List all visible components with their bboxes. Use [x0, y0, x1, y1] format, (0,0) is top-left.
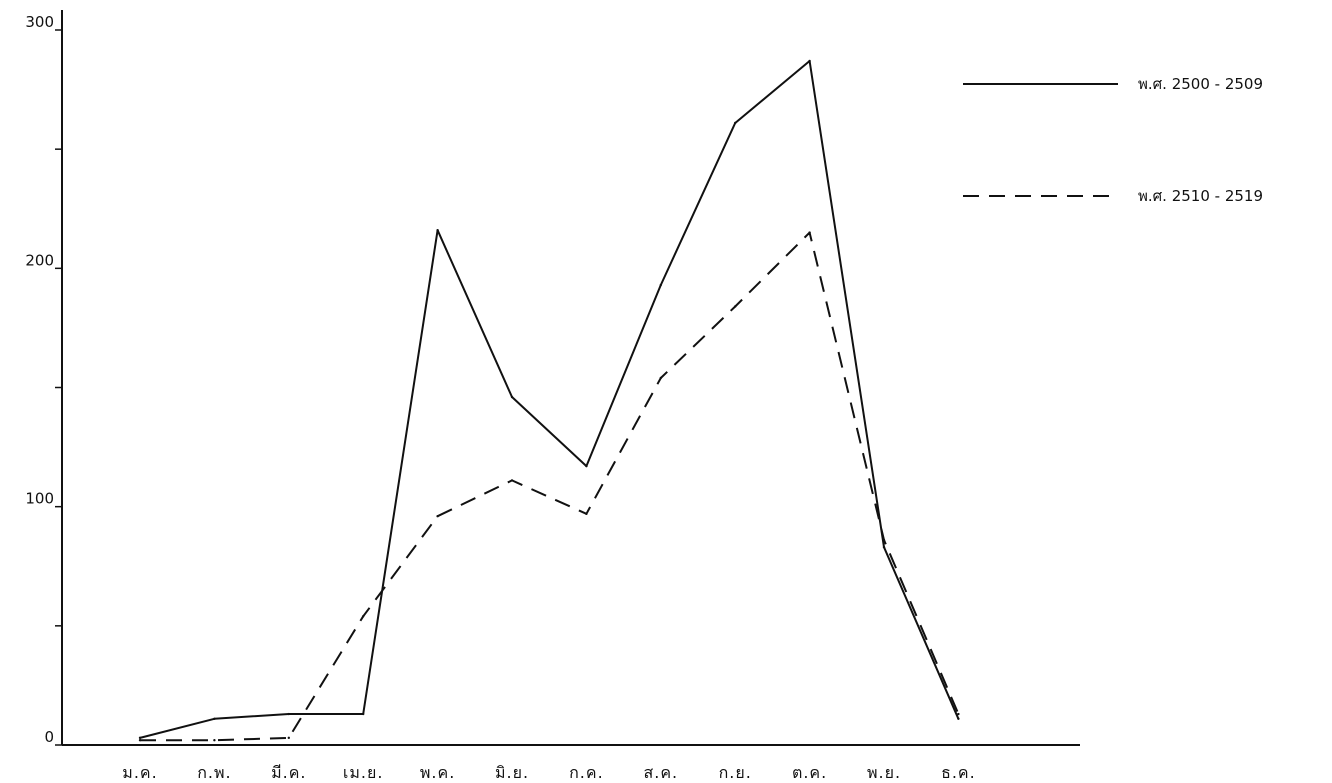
legend-label-2500-2509: พ.ศ. 2500 - 2509: [1138, 75, 1263, 93]
legend: พ.ศ. 2500 - 2509 พ.ศ. 2510 - 2519: [963, 75, 1263, 205]
x-tick-label-4: พ.ค.: [420, 763, 455, 782]
series-1-point-10: [882, 538, 886, 542]
x-tick-label-0: ม.ค.: [122, 763, 157, 782]
series-0-point-7: [659, 283, 662, 287]
series-1-point-7: [659, 376, 662, 380]
x-tick-label-6: ก.ค.: [569, 763, 604, 782]
series-1-point-6: [585, 512, 588, 516]
series-1-point-3: [362, 615, 365, 618]
x-tick-label-3: เม.ย.: [343, 763, 384, 782]
series-line-0: [139, 60, 960, 739]
series-0-point-4: [436, 229, 439, 232]
x-tick-label-9: ต.ค.: [792, 763, 827, 782]
axes: [61, 10, 1080, 746]
y-tick-label-200: 200: [25, 251, 54, 269]
legend-label-2510-2519: พ.ศ. 2510 - 2519: [1138, 187, 1263, 205]
x-tick-label-5: มิ.ย.: [495, 763, 529, 782]
y-ticks: 0 100 200 300: [25, 13, 62, 746]
x-tick-label-10: พ.ย.: [867, 763, 901, 782]
series-0-point-5: [510, 395, 514, 399]
series-group: [138, 59, 960, 742]
y-tick-label-0: 0: [44, 728, 54, 746]
y-tick-label-300: 300: [25, 13, 54, 31]
series-1-point-5: [510, 479, 514, 482]
series-0-point-0: [138, 736, 142, 740]
series-1-point-1: [213, 739, 216, 742]
series-0-point-3: [362, 712, 365, 716]
series-line-1: [140, 231, 960, 742]
x-tick-label-11: ธ.ค.: [941, 763, 976, 782]
series-0-point-8: [734, 121, 737, 125]
series-0-point-2: [287, 712, 290, 716]
y-tick-label-100: 100: [25, 490, 54, 508]
x-tick-label-8: ก.ย.: [719, 763, 752, 782]
series-0-point-10: [882, 545, 886, 549]
series-1-point-0: [138, 739, 142, 742]
series-0-point-6: [585, 464, 588, 468]
series-1-point-9: [808, 231, 811, 234]
x-tick-label-7: ส.ค.: [643, 763, 678, 782]
x-tick-label-1: ก.พ.: [197, 763, 231, 782]
x-ticks: ม.ค. ก.พ. มี.ค. เม.ย. พ.ค. มิ.ย. ก.ค. ส.ค. ก.ย. ต…: [122, 763, 976, 782]
series-1-point-8: [734, 305, 737, 308]
series-1-point-2: [287, 736, 290, 740]
series-0-point-11: [957, 717, 960, 720]
x-tick-label-2: มี.ค.: [271, 763, 306, 782]
series-1-point-4: [436, 515, 439, 518]
series-0-point-9: [808, 59, 811, 63]
series-0-point-1: [213, 717, 216, 720]
series-1-point-11: [957, 712, 960, 716]
